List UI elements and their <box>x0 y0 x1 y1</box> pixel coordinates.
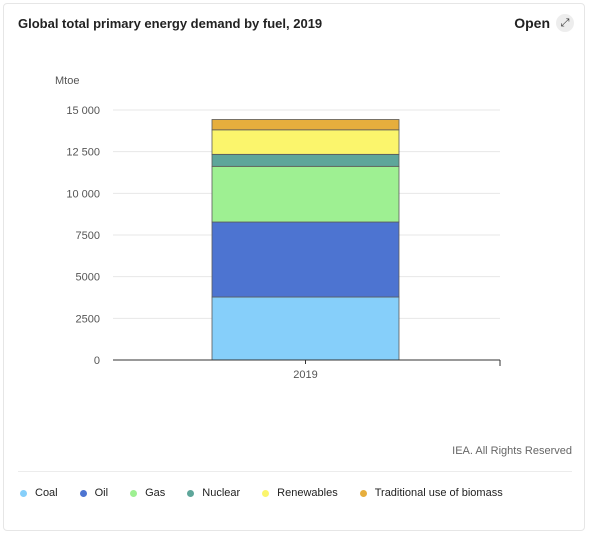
legend-item[interactable]: Oil <box>79 487 109 499</box>
legend: Coal Oil Gas Nuclear Renewables Traditional u… <box>20 487 503 499</box>
legend-label: Coal <box>35 487 58 499</box>
legend-label: Gas <box>145 487 166 499</box>
open-button[interactable]: Open ⤢ <box>514 14 574 32</box>
x-tick-label: 2019 <box>293 369 317 381</box>
legend-swatch <box>79 489 87 497</box>
y-tick-label: 2500 <box>76 313 100 325</box>
y-unit-label: Mtoe <box>55 75 79 87</box>
bar-segment-oil <box>211 221 400 298</box>
y-tick-label: 5000 <box>76 272 100 284</box>
y-tick-label: 12 500 <box>66 147 100 159</box>
bar-segment-nuclear <box>211 153 400 167</box>
bar-segment-gas <box>211 165 400 223</box>
legend-swatch <box>187 489 195 497</box>
legend-swatch <box>262 489 270 497</box>
legend-item[interactable]: Coal <box>20 487 58 499</box>
legend-swatch <box>130 489 138 497</box>
legend-swatch <box>20 489 27 497</box>
legend-label: Traditional use of biomass <box>374 487 503 499</box>
bar-segment-renewables <box>211 129 400 155</box>
chart-card <box>3 3 585 531</box>
bar-segment-coal <box>211 296 400 361</box>
legend-label: Oil <box>94 487 109 499</box>
legend-divider <box>18 471 572 472</box>
y-tick-label: 7500 <box>76 230 100 242</box>
bar-segment-traditional-use-of-biomass <box>211 119 400 131</box>
legend-label: Nuclear <box>202 487 241 499</box>
y-tick-label: 0 <box>94 355 100 367</box>
legend-item[interactable]: Gas <box>130 487 165 499</box>
legend-item[interactable]: Renewables <box>262 487 338 499</box>
chart-svg: Mtoe 0 2500 5000 7500 10 000 12 500 15 000 2019 <box>55 75 501 381</box>
y-tick-label: 15 000 <box>66 105 100 117</box>
open-label: Open <box>514 15 550 31</box>
legend-swatch <box>359 489 367 497</box>
credit-text: IEA. All Rights Reserved <box>452 445 572 457</box>
legend-label: Renewables <box>277 487 338 499</box>
legend-item[interactable]: Nuclear <box>187 487 240 499</box>
y-tick-label: 10 000 <box>66 188 100 200</box>
chart-title: Global total primary energy demand by fu… <box>18 16 323 31</box>
expand-arrows-icon: ⤢ <box>556 14 574 32</box>
legend-item[interactable]: Traditional use of biomass <box>359 487 503 499</box>
